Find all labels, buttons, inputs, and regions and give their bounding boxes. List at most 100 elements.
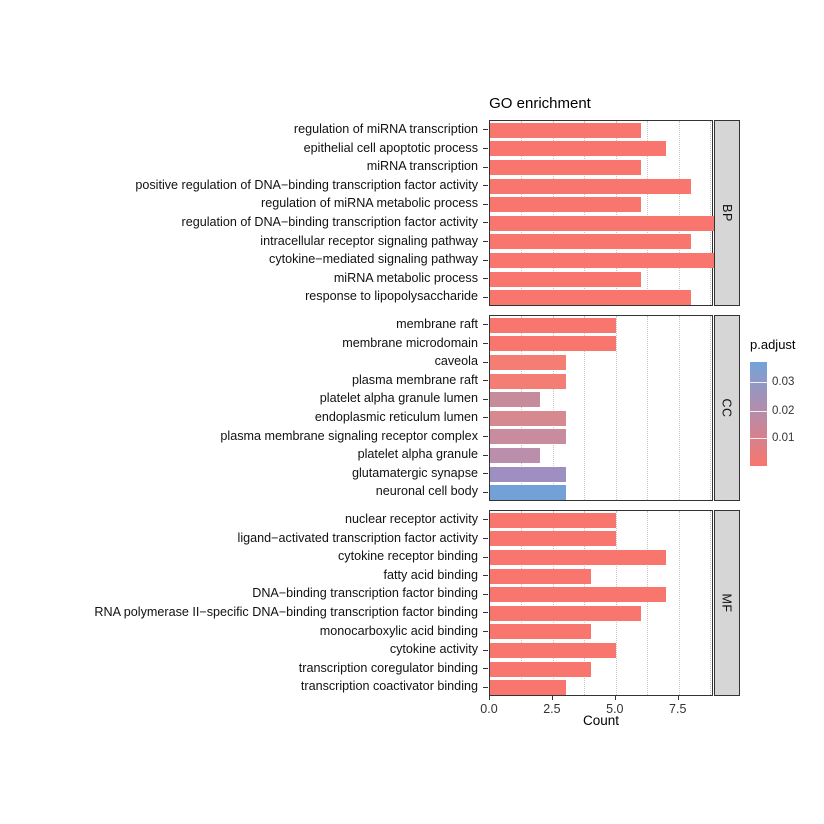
term-label: platelet alpha granule lumen (319, 391, 478, 406)
y-axis-tick (483, 361, 488, 363)
y-axis-tick (483, 593, 488, 595)
gridline (647, 511, 649, 695)
facet-panel-mf (489, 510, 713, 696)
term-label: cytokine−mediated signaling pathway (269, 252, 478, 267)
bar (490, 373, 566, 389)
facet-panel-cc (489, 315, 713, 501)
bar (490, 122, 641, 138)
term-label: intracellular receptor signaling pathway (260, 233, 478, 248)
term-label: regulation of miRNA metabolic process (261, 196, 478, 211)
legend-tick-label: 0.01 (772, 432, 795, 445)
bar (490, 197, 641, 213)
term-label: monocarboxylic acid binding (319, 623, 478, 638)
x-axis-tick-label: 2.5 (543, 702, 561, 716)
x-axis-tick-label: 5.0 (606, 702, 624, 716)
chart-title: GO enrichment (489, 95, 591, 112)
term-label: membrane microdomain (342, 335, 478, 350)
term-label: endoplasmic reticulum lumen (314, 410, 478, 424)
y-axis-tick (483, 435, 488, 437)
legend-gradient: 0.03 0.02 0.01 (750, 362, 794, 466)
bar (490, 253, 717, 268)
facet-strip-label: BP (720, 204, 734, 222)
legend-gradient-tick (750, 438, 767, 440)
y-axis-tick (483, 686, 488, 688)
y-axis-tick (483, 417, 488, 419)
x-axis-tick (614, 696, 616, 700)
legend-gradient-tick (750, 410, 767, 412)
y-axis-tick (483, 519, 488, 521)
bar (490, 624, 591, 640)
bar (490, 512, 616, 528)
gridline (521, 121, 523, 305)
bar (490, 550, 667, 565)
term-label: plasma membrane signaling receptor compl… (220, 428, 478, 443)
legend-tick-label: 0.03 (772, 375, 795, 388)
term-label: RNA polymerase II−specific DNA−binding t… (94, 605, 478, 619)
x-axis-tick-label: 7.5 (669, 702, 687, 716)
y-axis-tick (483, 147, 488, 149)
term-label: caveola (434, 354, 478, 369)
term-label: neuronal cell body (375, 484, 478, 499)
facet-strip-label: MF (720, 593, 734, 613)
y-axis-tick (483, 296, 488, 298)
term-label: transcription coregulator binding (298, 660, 478, 675)
gridline (678, 316, 680, 500)
y-axis-tick (483, 380, 488, 382)
term-label: plasma membrane raft (352, 372, 478, 387)
y-axis-tick (483, 259, 488, 261)
facet-strip-label: CC (720, 398, 734, 418)
gridline (552, 121, 554, 305)
bar (490, 661, 591, 677)
bar (490, 485, 566, 501)
term-label: positive regulation of DNA−binding trans… (135, 177, 478, 192)
bar (490, 605, 641, 621)
gridline (584, 316, 586, 500)
legend-gradient-tick (750, 381, 767, 383)
bar (490, 290, 692, 306)
term-label: ligand−activated transcription factor ac… (237, 530, 478, 545)
gridline (521, 316, 523, 500)
bar (490, 680, 566, 696)
y-axis-tick (483, 324, 488, 326)
y-axis-tick (483, 668, 488, 670)
gridline (584, 121, 586, 305)
term-label: glutamatergic synapse (351, 465, 478, 480)
y-axis-tick (483, 240, 488, 242)
gridline (647, 121, 649, 305)
gridline (710, 121, 712, 305)
term-label: platelet alpha granule (357, 447, 478, 462)
term-label: response to lipopolysaccharide (305, 289, 478, 304)
x-axis-tick-label: 0.0 (480, 702, 498, 716)
term-label: regulation of DNA−binding transcription … (181, 215, 478, 229)
bar (490, 410, 566, 426)
x-axis-label: Count (582, 713, 620, 728)
bar (490, 355, 566, 370)
term-label: DNA−binding transcription factor binding (252, 586, 478, 601)
bar (490, 336, 616, 352)
gridline (552, 511, 554, 695)
term-label: miRNA metabolic process (333, 270, 478, 285)
term-label: regulation of miRNA transcription (293, 122, 478, 136)
y-axis-tick (483, 537, 488, 539)
y-axis-tick (483, 454, 488, 456)
bar (490, 317, 616, 333)
x-axis-tick (489, 696, 490, 700)
x-axis-tick (677, 696, 679, 700)
bar (490, 215, 717, 231)
bar (490, 160, 641, 175)
gridline (678, 121, 680, 305)
legend-tick-label: 0.02 (772, 404, 795, 417)
y-axis-tick (483, 278, 488, 280)
facet-strip-cc: CC (714, 315, 740, 501)
bar (490, 271, 641, 287)
y-axis-tick (483, 129, 488, 131)
term-label: epithelial cell apoptotic process (303, 140, 478, 155)
term-label: fatty acid binding (383, 567, 478, 582)
bar (490, 531, 616, 547)
gridline (710, 316, 712, 500)
term-label: transcription coactivator binding (300, 679, 478, 694)
facet-strip-bp: BP (714, 120, 740, 306)
bar (490, 392, 541, 408)
gridline (615, 121, 617, 305)
term-label: nuclear receptor activity (345, 512, 478, 526)
